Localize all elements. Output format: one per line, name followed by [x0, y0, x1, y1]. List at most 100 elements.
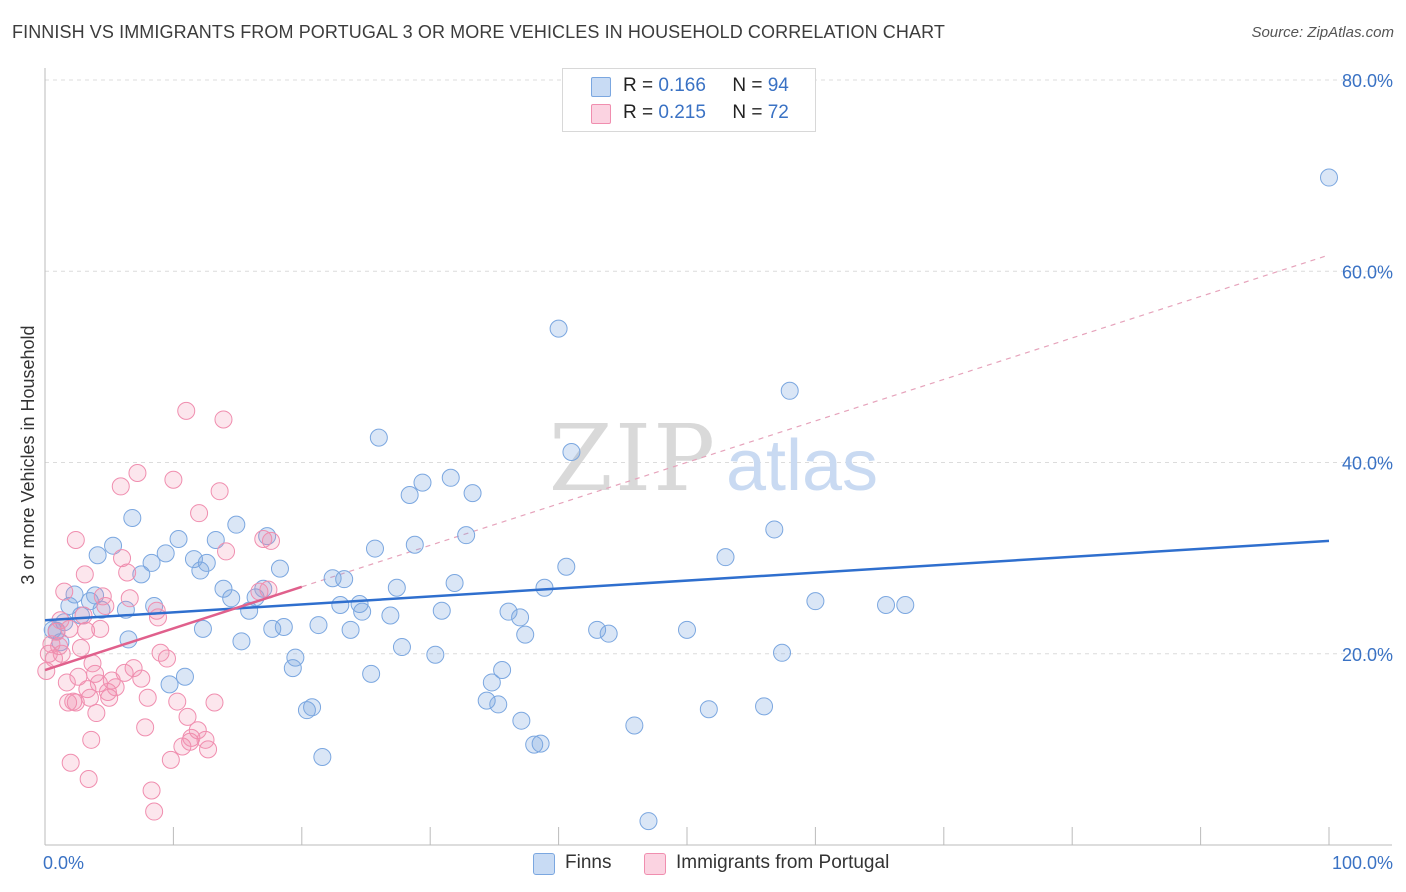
x-tick-label-max: 100.0%	[1332, 853, 1393, 873]
finns-points	[43, 168, 1338, 831]
finns-point	[445, 573, 464, 592]
finns-point	[270, 559, 289, 578]
finns-point	[214, 579, 233, 598]
portugal-point	[100, 688, 119, 707]
finns-point	[313, 748, 332, 767]
finns-point	[755, 697, 774, 716]
portugal-point	[178, 707, 197, 726]
finns-point	[562, 442, 581, 461]
portugal-point	[147, 601, 166, 620]
finns-point	[263, 619, 282, 638]
finns-point	[123, 508, 142, 527]
portugal-point	[168, 692, 187, 711]
finns-point	[193, 619, 212, 638]
finns-point	[104, 536, 123, 555]
finns-point	[156, 544, 175, 563]
finns-point	[206, 530, 225, 549]
portugal-point	[96, 596, 115, 615]
finns-point	[381, 606, 400, 625]
legend-finns-n-value: 94	[767, 75, 789, 96]
portugal-point	[55, 582, 74, 601]
finns-point	[335, 570, 354, 589]
finns-point	[369, 428, 388, 447]
bottom-legend-portugal-label: Immigrants from Portugal	[676, 852, 890, 873]
portugal-point	[111, 477, 130, 496]
finns-point	[516, 625, 535, 644]
legend-portugal-r-value: 0.215	[658, 102, 706, 123]
portugal-point	[80, 688, 99, 707]
finns-point	[331, 595, 350, 614]
finns-point	[426, 645, 445, 664]
finns-point	[413, 473, 432, 492]
finns-point	[88, 546, 107, 565]
portugal-point	[120, 589, 139, 608]
finns-point	[588, 620, 607, 639]
finns-point	[549, 319, 568, 338]
portugal-point	[91, 619, 110, 638]
finns-point	[599, 624, 618, 643]
finns-point	[557, 557, 576, 576]
finns-point	[535, 578, 554, 597]
finns-point	[60, 596, 79, 615]
finns-point	[392, 638, 411, 657]
finns-point	[169, 530, 188, 548]
portugal-point	[115, 663, 134, 682]
finns-point	[877, 595, 896, 614]
finns-point	[525, 735, 544, 754]
portugal-point	[254, 530, 273, 548]
portugal-point	[128, 464, 147, 483]
legend-finns-n-label: N =	[732, 75, 763, 96]
portugal-point	[66, 693, 85, 712]
portugal-point	[210, 482, 229, 501]
portugal-point	[145, 802, 164, 821]
portugal-point	[138, 688, 157, 707]
watermark-atlas: atlas	[726, 426, 878, 506]
finns-point	[309, 616, 328, 635]
finns-point	[303, 698, 322, 717]
portugal-point	[118, 563, 137, 582]
finns-point	[896, 595, 915, 614]
portugal-point	[261, 531, 280, 550]
legend-finns-r-value: 0.166	[658, 75, 706, 96]
legend-finns-r-label: R =	[623, 75, 654, 96]
y-tick-label: 20.0%	[1342, 645, 1393, 665]
portugal-point	[136, 718, 155, 737]
portugal-point	[79, 770, 98, 789]
finns-point	[716, 548, 735, 567]
legend-portugal-n-label: N =	[732, 102, 763, 123]
finns-point	[274, 617, 293, 636]
finns-point	[441, 468, 460, 487]
x-tick-label-min: 0.0%	[43, 853, 84, 873]
finns-point	[499, 602, 518, 621]
legend-portugal-n-value: 72	[767, 102, 789, 123]
portugal-point	[61, 753, 80, 772]
portugal-trend-extension	[301, 254, 1330, 588]
finns-point	[341, 620, 360, 639]
portugal-point	[148, 608, 167, 627]
finns-point	[457, 526, 476, 545]
finns-point	[362, 664, 381, 683]
portugal-point	[82, 730, 101, 749]
bottom-legend-finns-label: Finns	[565, 852, 612, 873]
portugal-point	[60, 619, 79, 638]
finns-point	[531, 734, 550, 753]
finns-legend-icon	[533, 853, 555, 875]
finns-point	[463, 484, 482, 503]
finns-point	[1320, 168, 1338, 187]
finns-point	[65, 585, 84, 604]
portugal-point	[57, 673, 76, 692]
portugal-point	[132, 669, 151, 688]
portugal-point	[217, 542, 236, 561]
portugal-swatch-icon	[591, 104, 611, 124]
portugal-point	[74, 606, 93, 625]
finns-trend-line	[44, 539, 1330, 622]
y-tick-label: 60.0%	[1342, 262, 1393, 282]
finns-swatch-icon	[591, 77, 611, 97]
finns-point	[222, 589, 241, 608]
finns-point	[806, 592, 825, 611]
finns-point	[191, 561, 210, 580]
finns-point	[639, 812, 658, 831]
portugal-point	[182, 728, 201, 747]
finns-point	[232, 632, 251, 651]
